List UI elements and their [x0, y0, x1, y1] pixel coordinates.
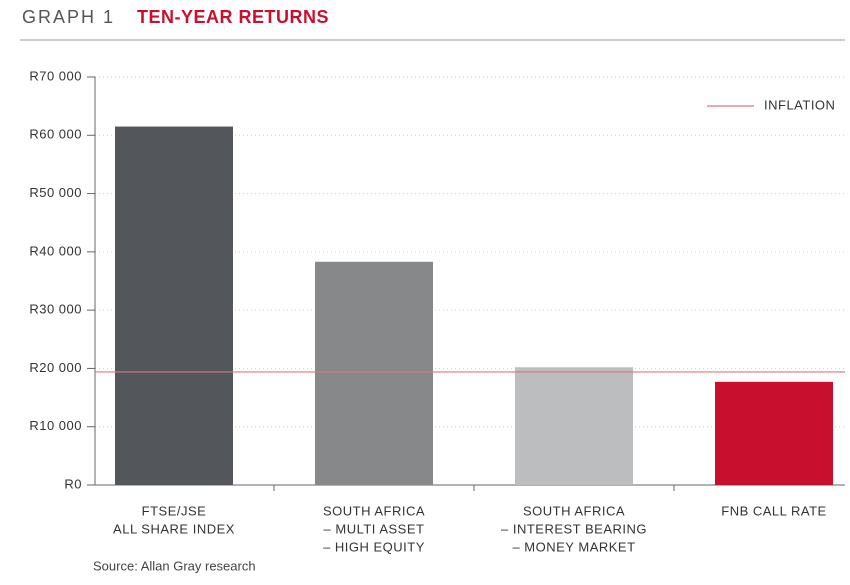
- bar: [115, 126, 233, 486]
- y-tick-label: R10 000: [29, 418, 82, 433]
- y-tick-label: R40 000: [29, 243, 82, 258]
- y-tick-label: R20 000: [29, 360, 82, 375]
- y-tick-label: R70 000: [29, 68, 82, 83]
- legend-label: INFLATION: [764, 97, 835, 112]
- source: Source: Allan Gray research: [93, 558, 256, 573]
- y-tick-label: R0: [64, 476, 82, 491]
- y-tick-label: R50 000: [29, 185, 82, 200]
- x-tick-label: FNB CALL RATE: [721, 503, 826, 518]
- x-tick-label: SOUTH AFRICA: [523, 503, 625, 518]
- x-tick-label: – INTEREST BEARING: [501, 521, 647, 536]
- bar: [515, 367, 633, 485]
- y-tick-label: R60 000: [29, 127, 82, 142]
- x-tick-label: – MONEY MARKET: [512, 539, 635, 554]
- x-tick-label: – MULTI ASSET: [324, 521, 425, 536]
- y-tick-label: R30 000: [29, 302, 82, 317]
- graph-label: GRAPH 1: [22, 7, 115, 27]
- x-tick-label: ALL SHARE INDEX: [113, 521, 235, 536]
- bar: [315, 261, 433, 485]
- chart-title: TEN-YEAR RETURNS: [137, 7, 329, 27]
- x-tick-label: FTSE/JSE: [142, 503, 207, 518]
- x-tick-label: SOUTH AFRICA: [323, 503, 425, 518]
- x-tick-label: – HIGH EQUITY: [323, 539, 425, 554]
- bar: [715, 381, 833, 485]
